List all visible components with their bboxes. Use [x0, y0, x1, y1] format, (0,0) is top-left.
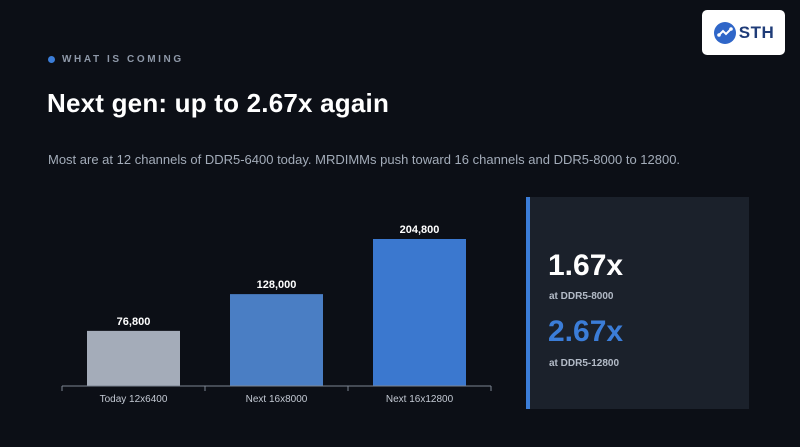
bar-value-label: 128,000 — [257, 279, 297, 291]
stat-value-ddr5-8000: 1.67x — [548, 249, 624, 282]
logo-wordmark: STH — [738, 22, 775, 42]
sth-logo-icon — [713, 21, 736, 44]
bar-2 — [230, 294, 323, 386]
slide-subtitle: Most are at 12 channels of DDR5-6400 tod… — [48, 152, 681, 167]
stats-panel: 1.67x at DDR5-8000 2.67x at DDR5-12800 — [526, 197, 749, 409]
slide-title: Next gen: up to 2.67x again — [47, 88, 390, 118]
stat-caption-ddr5-8000: at DDR5-8000 — [549, 291, 614, 302]
x-tick-label: Next 16x12800 — [386, 394, 454, 405]
stat-value-ddr5-12800: 2.67x — [548, 315, 624, 348]
x-tick-label: Next 16x8000 — [246, 394, 308, 405]
bar-value-label: 204,800 — [400, 224, 440, 236]
section-eyebrow: WHAT IS COMING — [48, 54, 184, 65]
bullet-dot-icon — [48, 56, 55, 63]
sth-logo: STH — [702, 10, 785, 55]
bandwidth-bar-chart: 76,800 Today 12x6400 128,000 Next 16x8000 20… — [61, 224, 492, 405]
stat-caption-ddr5-12800: at DDR5-12800 — [549, 358, 620, 369]
x-tick-label: Today 12x6400 — [100, 394, 168, 405]
bar-value-label: 76,800 — [117, 316, 151, 328]
bar-3 — [373, 239, 466, 386]
eyebrow-label: WHAT IS COMING — [62, 54, 184, 65]
bar-1 — [87, 330, 180, 386]
